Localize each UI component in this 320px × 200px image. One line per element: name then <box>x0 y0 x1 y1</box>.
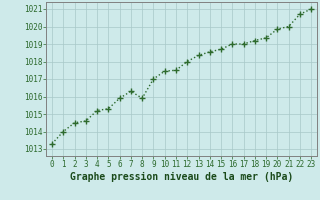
X-axis label: Graphe pression niveau de la mer (hPa): Graphe pression niveau de la mer (hPa) <box>70 172 293 182</box>
